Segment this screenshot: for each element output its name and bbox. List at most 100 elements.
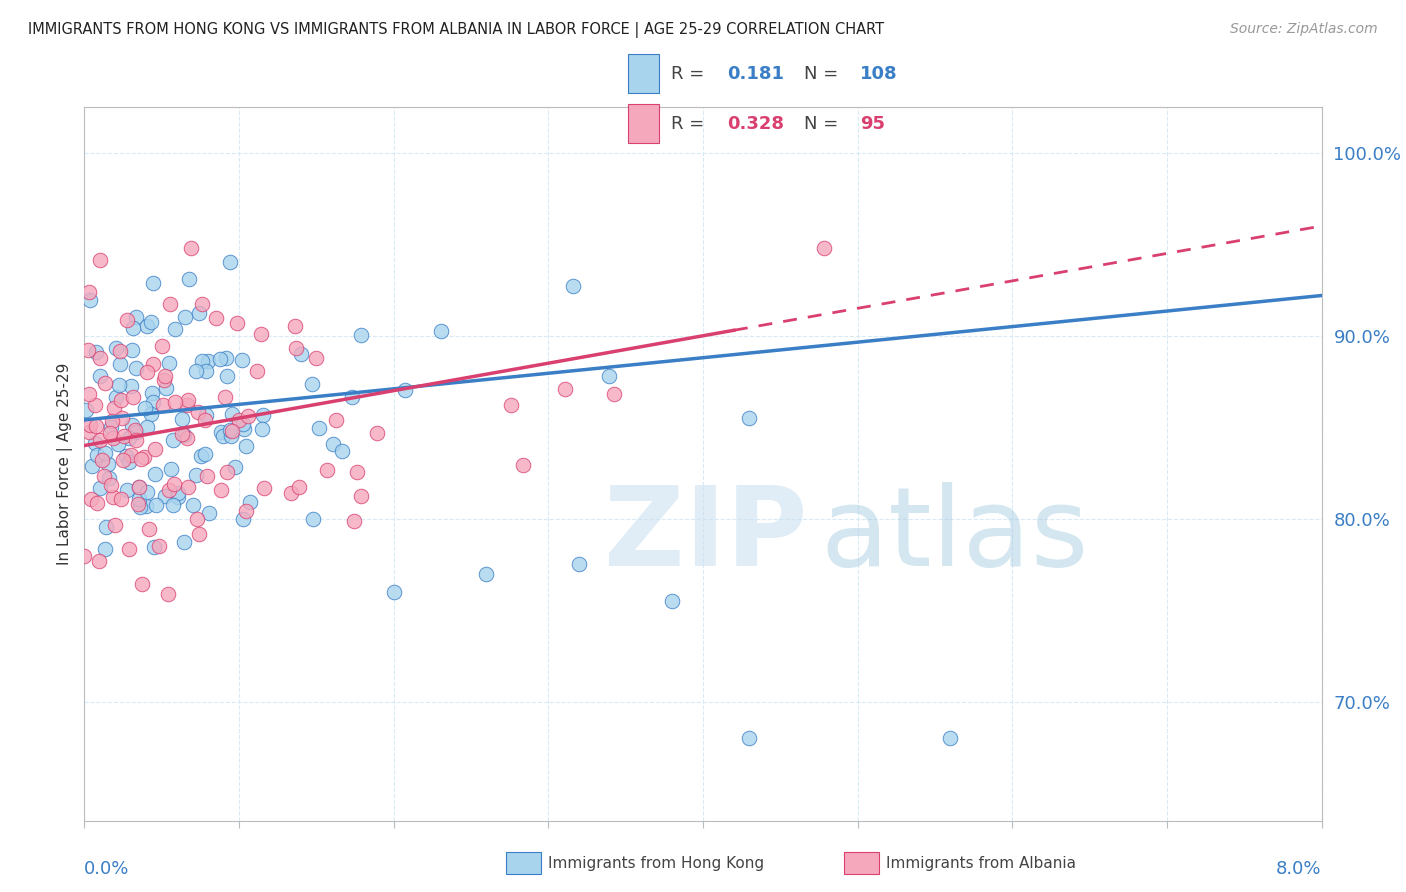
Point [89, 252, 111, 267]
Point [186, 405, 208, 419]
Point [287, 480, 309, 494]
Point [86, 496, 108, 510]
Point [177, 392, 200, 407]
Point [141, 386, 163, 401]
Point [205, 311, 228, 326]
Point [134, 450, 156, 464]
Point [77, 343, 100, 357]
Point [150, 339, 173, 353]
Text: R =: R = [671, 65, 704, 83]
Point [239, 495, 262, 509]
Point [97, 457, 120, 471]
Point [212, 428, 235, 442]
Point [121, 343, 143, 357]
Point [77, 387, 100, 401]
Bar [628, 104, 659, 144]
Point [186, 512, 208, 526]
Point [217, 369, 239, 384]
Point [83, 398, 105, 412]
Point [228, 412, 250, 426]
Text: 0.0%: 0.0% [84, 860, 129, 878]
Point [125, 433, 148, 447]
Point [89, 351, 111, 365]
Point [512, 458, 534, 473]
Point [79, 293, 101, 307]
Text: atlas: atlas [821, 482, 1090, 589]
Point [115, 313, 138, 327]
Point [224, 460, 246, 475]
Point [77, 425, 100, 439]
Text: 0.181: 0.181 [727, 65, 785, 83]
Point [184, 468, 207, 483]
Point [120, 379, 142, 393]
Point [163, 477, 186, 491]
Point [110, 392, 132, 407]
Point [100, 478, 122, 492]
Point [308, 421, 330, 435]
Point [190, 449, 212, 463]
Point [197, 354, 219, 368]
Point [124, 423, 146, 437]
Point [159, 462, 181, 476]
Point [128, 480, 150, 494]
Point [125, 360, 148, 375]
Point [100, 420, 122, 434]
Point [316, 463, 339, 477]
Point [235, 439, 257, 453]
Point [108, 378, 131, 392]
Point [80, 492, 103, 507]
Point [139, 407, 162, 421]
Text: ZIP: ZIP [605, 482, 807, 589]
Text: 108: 108 [860, 65, 897, 83]
Point [121, 418, 143, 433]
Point [105, 341, 128, 355]
Point [330, 443, 353, 458]
Point [179, 272, 201, 286]
Point [143, 540, 166, 554]
Point [148, 539, 170, 553]
Text: Immigrants from Hong Kong: Immigrants from Hong Kong [548, 856, 765, 871]
Point [138, 522, 160, 536]
Text: Source: ZipAtlas.com: Source: ZipAtlas.com [1230, 22, 1378, 37]
Point [115, 450, 138, 464]
Point [249, 327, 271, 342]
Point [89, 433, 111, 447]
Point [129, 500, 152, 514]
Point [93, 469, 115, 483]
Point [139, 315, 162, 329]
Point [187, 306, 209, 320]
Text: R =: R = [671, 115, 704, 133]
Point [157, 483, 180, 497]
Point [79, 417, 101, 432]
Point [232, 417, 254, 431]
Point [98, 471, 121, 485]
Point [129, 451, 152, 466]
Point [156, 587, 179, 601]
Point [163, 322, 186, 336]
Point [80, 458, 103, 473]
Point [170, 412, 193, 426]
Text: 95: 95 [860, 115, 884, 133]
Point [167, 491, 190, 505]
Point [280, 486, 302, 500]
Point [142, 395, 165, 409]
Point [101, 431, 124, 445]
Point [89, 481, 111, 495]
Point [209, 483, 232, 497]
Point [939, 731, 962, 746]
Point [598, 369, 620, 384]
Point [159, 297, 181, 311]
Point [221, 407, 243, 421]
Point [661, 594, 683, 608]
Point [125, 425, 148, 439]
Point [108, 357, 131, 371]
Point [176, 431, 198, 445]
Point [127, 497, 149, 511]
Point [136, 485, 159, 500]
Point [142, 276, 165, 290]
Point [162, 498, 184, 512]
Point [173, 427, 195, 442]
Point [177, 479, 200, 493]
Point [568, 558, 591, 572]
Point [172, 427, 194, 442]
